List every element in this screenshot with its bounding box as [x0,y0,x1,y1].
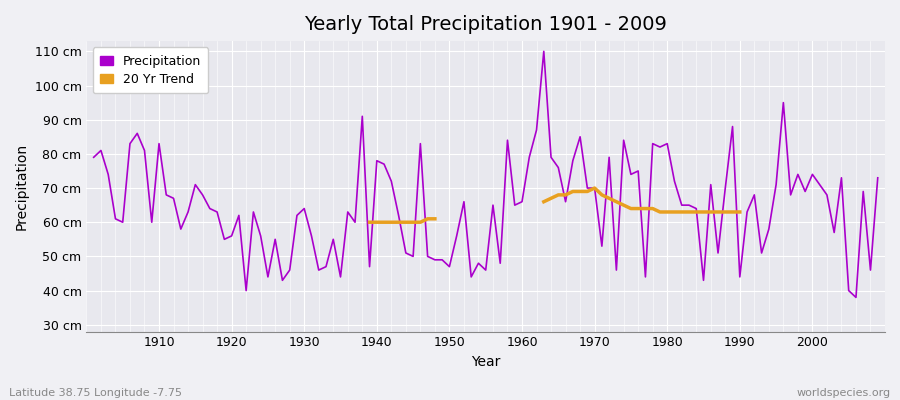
Title: Yearly Total Precipitation 1901 - 2009: Yearly Total Precipitation 1901 - 2009 [304,15,667,34]
Y-axis label: Precipitation: Precipitation [15,143,29,230]
X-axis label: Year: Year [471,355,500,369]
Legend: Precipitation, 20 Yr Trend: Precipitation, 20 Yr Trend [93,47,209,93]
Text: Latitude 38.75 Longitude -7.75: Latitude 38.75 Longitude -7.75 [9,388,182,398]
Text: worldspecies.org: worldspecies.org [796,388,891,398]
